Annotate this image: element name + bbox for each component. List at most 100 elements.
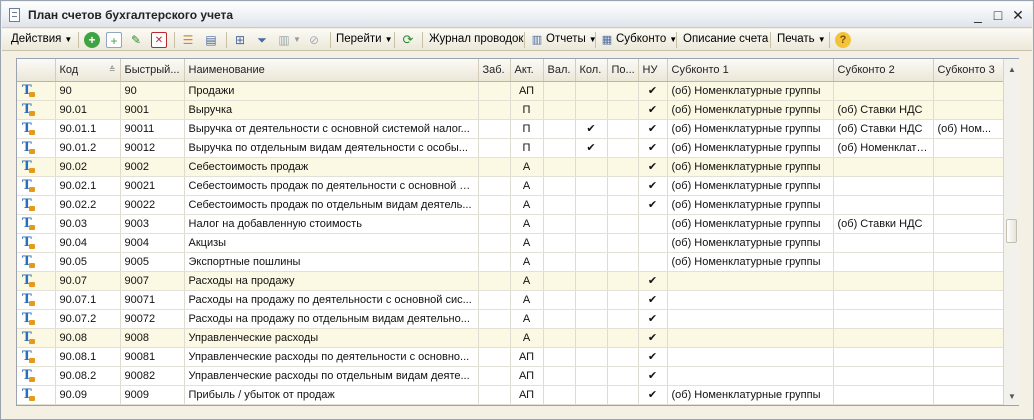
table-row[interactable]: T 90 90 Продажи АП ✔ (об) Номенклатурные групп…	[17, 81, 1004, 101]
reports-label: Отчеты	[546, 33, 586, 45]
cell-kol	[575, 214, 608, 234]
table-row[interactable]: T 90.05 9005 Экспортные пошлины А (об) Номенк…	[17, 252, 1004, 272]
goto-menu[interactable]: Перейти ▼	[336, 29, 393, 51]
account-icon: T	[21, 349, 35, 364]
account-description-button[interactable]: Описание счета	[683, 33, 769, 45]
reports-icon: ▥	[531, 34, 543, 46]
close-button[interactable]: ✕	[1012, 7, 1024, 23]
add-icon[interactable]: +	[84, 32, 100, 48]
cell-quick: 90082	[120, 366, 185, 386]
column-header-val[interactable]: Вал.	[543, 59, 576, 82]
help-icon[interactable]: ?	[835, 32, 851, 48]
print-label: Печать	[777, 33, 815, 45]
scroll-thumb[interactable]	[1006, 219, 1017, 243]
cell-s3	[933, 252, 1004, 272]
cell-nu: ✔	[638, 119, 668, 139]
clear-filter-icon[interactable]: ⊘	[308, 33, 320, 47]
edit-icon[interactable]: ✎	[130, 33, 142, 47]
table-row[interactable]: T 90.04 9004 Акцизы А (об) Номенклатурные гру…	[17, 233, 1004, 253]
hierarchy-list-icon[interactable]: ▤	[205, 33, 217, 47]
journal-button[interactable]: Журнал проводок	[429, 33, 524, 45]
filter-list-icon[interactable]: ▥	[278, 33, 290, 47]
chevron-down-icon: ▼	[384, 35, 393, 44]
maximize-button[interactable]: □	[993, 7, 1003, 23]
column-header-icon[interactable]	[17, 59, 56, 82]
cell-s2	[833, 81, 934, 101]
cell-nu: ✔	[638, 290, 668, 310]
table-row[interactable]: T 90.02.1 90021 Себестоимость продаж по дея…	[17, 176, 1004, 196]
grid-body: T 90 90 Продажи АП ✔ (об) Номенклатурные групп…	[17, 81, 1004, 405]
cell-val	[543, 271, 576, 291]
scroll-down-icon[interactable]: ▼	[1008, 392, 1016, 401]
refresh-icon[interactable]: ⟳	[402, 32, 414, 47]
column-header-code[interactable]: Код ≙	[55, 59, 121, 82]
subconto-menu[interactable]: Субконто ▼	[616, 29, 677, 51]
cell-akt: А	[510, 290, 544, 310]
cell-name: Акцизы	[184, 233, 479, 253]
table-row[interactable]: T 90.02 9002 Себестоимость продаж А ✔ (об) Ном…	[17, 157, 1004, 177]
table-row[interactable]: T 90.08.2 90082 Управленческие расходы по о…	[17, 366, 1004, 386]
table-row[interactable]: T 90.08.1 90081 Управленческие расходы по д…	[17, 347, 1004, 367]
reports-menu[interactable]: Отчеты ▼	[546, 29, 597, 51]
column-header-nu[interactable]: НУ	[638, 59, 668, 82]
cell-nu: ✔	[638, 309, 668, 329]
cell-po	[607, 328, 639, 348]
hierarchy-icon[interactable]: ☰	[182, 33, 194, 47]
cell-code: 90.04	[55, 233, 121, 253]
cell-nu	[638, 214, 668, 234]
cell-akt: А	[510, 252, 544, 272]
table-row[interactable]: T 90.07.1 90071 Расходы на продажу по деяте…	[17, 290, 1004, 310]
filter-list-dropdown-icon[interactable]: ▼	[293, 35, 301, 44]
minimize-button[interactable]: _	[974, 7, 982, 23]
table-row[interactable]: T 90.01.1 90011 Выручка от деятельности с о…	[17, 119, 1004, 139]
vertical-scrollbar[interactable]: ▲ ▼	[1003, 59, 1019, 405]
add-group-icon[interactable]: +	[106, 32, 122, 48]
table-row[interactable]: T 90.09 9009 Прибыль / убыток от продаж АП ✔(…	[17, 385, 1004, 405]
subconto-icon: ▦	[601, 34, 613, 46]
cell-code: 90.08.2	[55, 366, 121, 386]
column-header-quick[interactable]: Быстрый...	[120, 59, 185, 82]
account-icon: T	[21, 102, 35, 117]
column-header-akt[interactable]: Акт.	[510, 59, 544, 82]
column-header-subconto-1[interactable]: Субконто 1	[667, 59, 834, 82]
column-header-subconto-3[interactable]: Субконто 3	[933, 59, 1004, 82]
table-row[interactable]: T 90.07.2 90072 Расходы на продажу по отдел…	[17, 309, 1004, 329]
cell-code: 90.07	[55, 271, 121, 291]
print-menu[interactable]: Печать ▼	[777, 29, 826, 51]
table-row[interactable]: T 90.07 9007 Расходы на продажу А ✔	[17, 271, 1004, 291]
cell-val	[543, 290, 576, 310]
column-header-subconto-2[interactable]: Субконто 2	[833, 59, 934, 82]
cell-zab	[478, 176, 511, 196]
column-header-kol[interactable]: Кол.	[575, 59, 608, 82]
filter-icon[interactable]: ⏷	[257, 33, 267, 47]
account-icon: T	[21, 273, 35, 288]
scroll-up-icon[interactable]: ▲	[1008, 65, 1016, 74]
column-header-po[interactable]: По...	[607, 59, 639, 82]
account-icon: T	[21, 254, 35, 269]
cell-kol	[575, 100, 608, 120]
actions-menu[interactable]: Действия ▼	[11, 29, 72, 51]
table-row[interactable]: T 90.02.2 90022 Себестоимость продаж по отд…	[17, 195, 1004, 215]
cell-nu: ✔	[638, 100, 668, 120]
toolbar-separator	[595, 32, 596, 48]
cell-val	[543, 195, 576, 215]
table-row[interactable]: T 90.01 9001 Выручка П ✔ (об) Номенклатурные г…	[17, 100, 1004, 120]
cell-nu: ✔	[638, 347, 668, 367]
cell-code: 90.02	[55, 157, 121, 177]
account-icon: T	[21, 197, 35, 212]
account-type-cell: T	[17, 366, 56, 386]
cell-name: Налог на добавленную стоимость	[184, 214, 479, 234]
table-row[interactable]: T 90.08 9008 Управленческие расходы А ✔	[17, 328, 1004, 348]
column-header-name[interactable]: Наименование	[184, 59, 479, 82]
account-icon: T	[21, 216, 35, 231]
table-row[interactable]: T 90.01.2 90012 Выручка по отдельным видам …	[17, 138, 1004, 158]
delete-icon[interactable]: ✕	[151, 32, 167, 48]
cell-s1	[667, 290, 834, 310]
cell-quick: 90021	[120, 176, 185, 196]
column-header-zab[interactable]: Заб.	[478, 59, 511, 82]
filter-settings-icon[interactable]: ⊞	[234, 33, 246, 47]
cell-s3	[933, 100, 1004, 120]
cell-zab	[478, 214, 511, 234]
table-row[interactable]: T 90.03 9003 Налог на добавленную стоимость…	[17, 214, 1004, 234]
cell-name: Себестоимость продаж	[184, 157, 479, 177]
